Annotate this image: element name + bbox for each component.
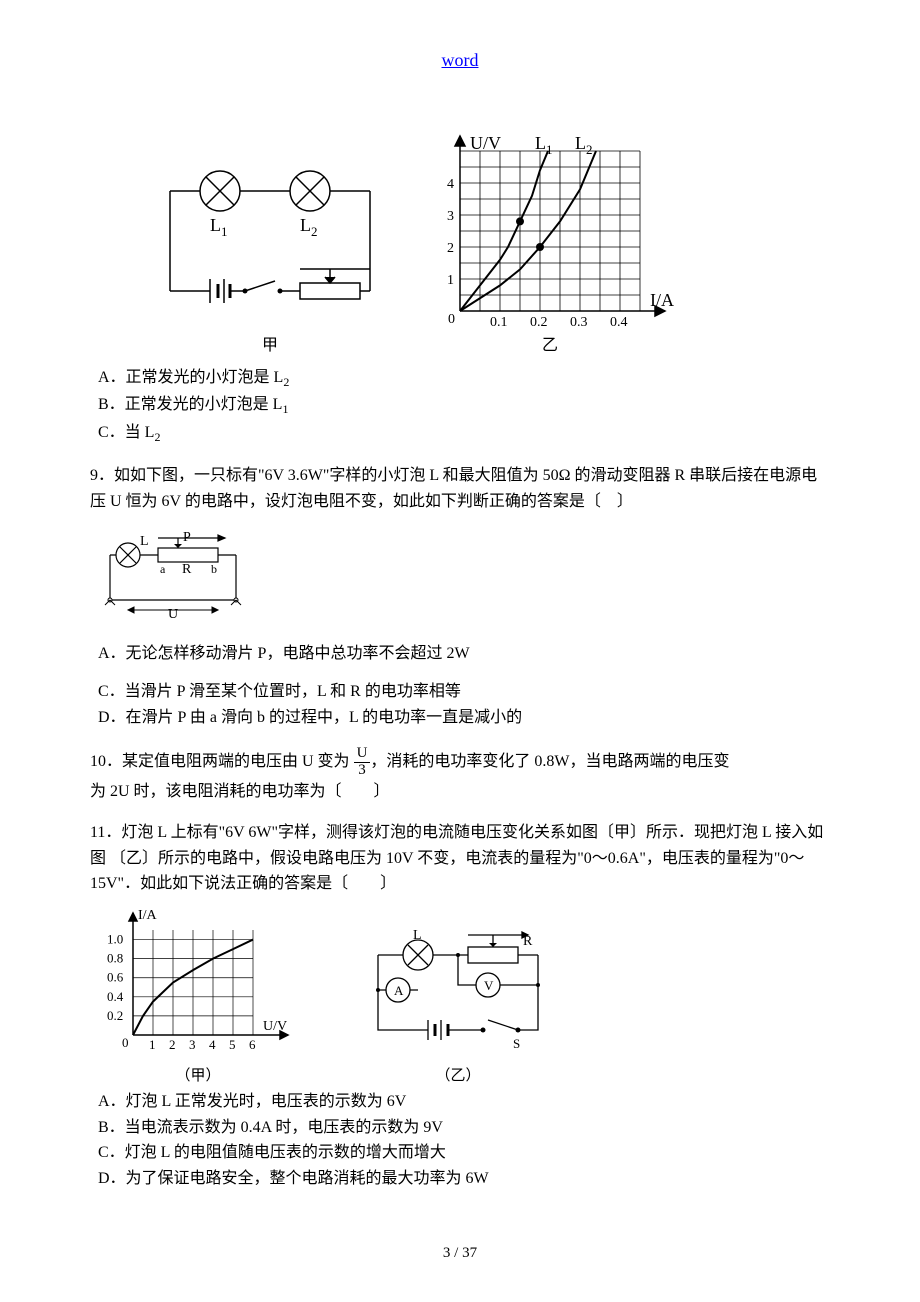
svg-text:L: L (140, 534, 149, 549)
figure1-row: L1 L2 甲 U/V I/A L1 L2 0.10.20.30 (150, 131, 830, 355)
chart-2: I/A U/V 123456 0.2 0.4 0.6 0.8 1.0 0 (98, 905, 298, 1055)
chart1-ylabel: U/V (470, 133, 501, 153)
svg-text:5: 5 (229, 1037, 236, 1052)
svg-text:a: a (160, 562, 166, 576)
q9-option-c: C．当滑片 P 滑至某个位置时，L 和 R 的电功率相等 (98, 679, 830, 705)
header-link: word (90, 50, 830, 71)
q9-option-a: A．无论怎样移动滑片 P，电路中总功率不会超过 2W (98, 641, 830, 667)
bulb2-label: L (300, 215, 311, 235)
svg-text:6: 6 (249, 1037, 256, 1052)
svg-text:A: A (394, 983, 404, 998)
q9-option-d: D．在滑片 P 由 a 滑向 b 的过程中，L 的电功率一直是减小的 (98, 705, 830, 731)
svg-text:0: 0 (448, 312, 455, 327)
svg-text:U/V: U/V (263, 1019, 287, 1034)
svg-text:b: b (211, 562, 217, 576)
svg-text:1: 1 (149, 1037, 156, 1052)
svg-text:L1: L1 (210, 215, 228, 239)
svg-text:0.2: 0.2 (107, 1008, 123, 1023)
spacer (90, 667, 830, 679)
svg-text:3: 3 (189, 1037, 196, 1052)
chart-1: U/V I/A L1 L2 0.1 0.2 0.3 0.4 1 2 3 4 0 (420, 131, 680, 331)
svg-text:0.2: 0.2 (530, 315, 548, 330)
q11-circuit-caption: （乙） (358, 1064, 558, 1085)
svg-text:2: 2 (447, 241, 454, 256)
figure1-circuit: L1 L2 甲 (150, 151, 390, 355)
q10-post1: ，消耗的电功率变化了 0.8W，当电路两端的电压变 (370, 753, 729, 770)
chart1-xlabel: I/A (650, 290, 674, 310)
svg-text:P: P (183, 530, 191, 545)
svg-text:S: S (513, 1036, 520, 1051)
q11-figures: I/A U/V 123456 0.2 0.4 0.6 0.8 1.0 0 （甲） (98, 905, 830, 1085)
svg-text:0.8: 0.8 (107, 951, 123, 966)
q10-pre: 10．某定值电阻两端的电压由 U 变为 (90, 753, 350, 770)
q11-option-b: B．当电流表示数为 0.4A 时，电压表的示数为 9V (98, 1115, 830, 1141)
q11-chart-caption: （甲） (98, 1064, 298, 1085)
q8-option-b: B．正常发光的小灯泡是 L1 (98, 392, 830, 419)
svg-text:3: 3 (447, 209, 454, 224)
circuit-diagram-1: L1 L2 (150, 151, 390, 331)
svg-text:L2: L2 (300, 215, 318, 239)
page-footer: 3 / 37 (0, 1245, 920, 1262)
q9-stem: 9．如如下图，一只标有"6V 3.6W"字样的小灯泡 L 和最大阻值为 50Ω … (90, 463, 830, 514)
svg-text:4: 4 (447, 177, 454, 192)
svg-text:0.1: 0.1 (490, 315, 508, 330)
figure1-circuit-caption: 甲 (150, 331, 390, 355)
q10: 10．某定值电阻两端的电压由 U 变为 U 3 ，消耗的电功率变化了 0.8W，… (90, 746, 830, 804)
svg-text:V: V (484, 978, 494, 993)
q11-option-c: C．灯泡 L 的电阻值随电压表的示数的增大而增大 (98, 1140, 830, 1166)
q11-option-a: A．灯泡 L 正常发光时，电压表的示数为 6V (98, 1089, 830, 1115)
bulb1-sub: 1 (221, 224, 228, 239)
q11-option-d: D．为了保证电路安全，整个电路消耗的最大功率为 6W (98, 1166, 830, 1192)
q9-circuit: L P a b R U (98, 530, 830, 625)
q11-circuit: L R A V S （乙） (358, 925, 558, 1085)
figure1-chart-caption: 乙 (420, 331, 680, 355)
svg-text:0.6: 0.6 (107, 970, 124, 985)
q11-stem: 11．灯泡 L 上标有"6V 6W"字样，测得该灯泡的电流随电压变化关系如图〔甲… (90, 820, 830, 897)
svg-text:0.4: 0.4 (107, 989, 124, 1004)
q8-option-a: A．正常发光的小灯泡是 L2 (98, 365, 830, 392)
svg-text:R: R (182, 562, 192, 577)
svg-text:R: R (523, 934, 533, 949)
svg-text:1.0: 1.0 (107, 932, 123, 947)
figure1-chart: U/V I/A L1 L2 0.1 0.2 0.3 0.4 1 2 3 4 0 乙 (420, 131, 680, 355)
q11-chart: I/A U/V 123456 0.2 0.4 0.6 0.8 1.0 0 （甲） (98, 905, 298, 1085)
svg-text:1: 1 (447, 273, 454, 288)
svg-text:2: 2 (169, 1037, 176, 1052)
svg-text:L2: L2 (575, 133, 593, 157)
svg-text:L: L (413, 928, 422, 943)
svg-text:0.3: 0.3 (570, 315, 588, 330)
circuit-diagram-2: L P a b R U (98, 530, 248, 620)
circuit-diagram-3: L R A V S (358, 925, 558, 1055)
header-link-text: word (442, 50, 479, 70)
fraction-u-3: U 3 (354, 746, 371, 779)
svg-text:0.4: 0.4 (610, 315, 628, 330)
bulb1-label: L (210, 215, 221, 235)
q8-option-c: C．当 L2 (98, 420, 830, 447)
svg-text:0: 0 (122, 1035, 129, 1050)
svg-text:L1: L1 (535, 133, 553, 157)
q10-post2: 为 2U 时，该电阻消耗的电功率为〔 〕 (90, 779, 830, 805)
svg-text:I/A: I/A (138, 908, 158, 923)
svg-text:4: 4 (209, 1037, 216, 1052)
svg-text:U: U (168, 607, 178, 620)
bulb2-sub: 2 (311, 224, 318, 239)
